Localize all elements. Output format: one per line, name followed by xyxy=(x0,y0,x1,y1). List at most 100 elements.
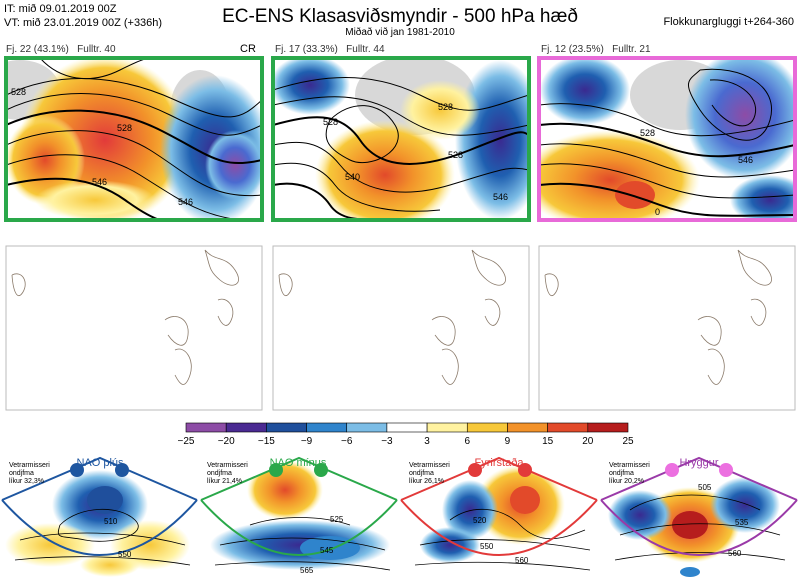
regime-3-title: Fyrirstaða xyxy=(475,457,525,469)
run-info: IT: mið 09.01.2019 00Z VT: mið 23.01.201… xyxy=(4,2,162,30)
regime-2-contour-label: 565 xyxy=(300,566,314,575)
regime-4-border xyxy=(600,456,798,556)
colorbar-tick-label: 15 xyxy=(542,436,554,447)
colorbar-tick-label: −25 xyxy=(178,436,195,447)
regime-1-border xyxy=(1,456,198,556)
cluster-1-contour-label: 528 xyxy=(11,87,26,97)
empty-map-1 xyxy=(5,245,263,411)
colorbar-tick-label: −3 xyxy=(381,436,393,447)
cluster-2-contour-label: 528 xyxy=(438,102,453,112)
colorbar-swatch xyxy=(266,422,307,433)
regime-4-map xyxy=(601,458,797,580)
regime-2-dot xyxy=(314,463,328,477)
colorbar-swatch xyxy=(185,422,227,433)
regime-3-contour-label: 520 xyxy=(473,516,487,525)
regime-3-dot xyxy=(468,463,482,477)
cluster-3-representative: Fulltr. 21 xyxy=(612,44,651,55)
page-subtitle: Miðað við jan 1981-2010 xyxy=(345,27,455,38)
regime-2-contour-label: 545 xyxy=(320,546,334,555)
regime-3-dot xyxy=(518,463,532,477)
colorbar-tick-label: −6 xyxy=(341,436,353,447)
cluster-3-contour-label: 546 xyxy=(738,155,753,165)
colorbar-swatch xyxy=(547,422,589,433)
colorbar-swatch xyxy=(466,422,508,433)
colorbar-swatch xyxy=(306,422,348,433)
colorbar-tick-label: 9 xyxy=(505,436,511,447)
regime-4-contours xyxy=(614,494,786,561)
empty-map-2 xyxy=(272,245,530,411)
regime-2-contours xyxy=(214,517,391,571)
regime-2-border xyxy=(200,456,398,556)
valid-time: VT: mið 23.01.2019 00Z (+336h) xyxy=(4,17,163,29)
regime-1-contour-label: 510 xyxy=(104,517,118,526)
regime-1-season: Vetrarmisseri xyxy=(9,462,50,469)
cluster-panel-2-border xyxy=(271,56,531,222)
regime-3-border xyxy=(400,456,598,556)
cluster-panel-1-border xyxy=(4,56,264,222)
regime-4-dot xyxy=(719,463,733,477)
regime-3-season: Vetrarmisseri xyxy=(409,462,450,469)
cluster-window: Flokkunargluggi t+264-360 xyxy=(663,16,794,28)
colorbar-swatch xyxy=(507,422,548,433)
regime-3-contours xyxy=(414,508,591,571)
regime-3-desc: ondjfma xyxy=(409,470,434,477)
colorbar-tick-label: 3 xyxy=(424,436,430,447)
regime-2-desc: ondjfma xyxy=(207,470,232,477)
cluster-panel-1: 528 528 546 546 xyxy=(6,58,262,220)
cluster-2-contour-label: 546 xyxy=(493,192,508,202)
cluster-2-count: Fj. 17 (33.3%) xyxy=(275,44,338,55)
regime-4-prob: líkur 20,2% xyxy=(609,478,644,485)
colorbar: −25 −20 −15 −9 −6 −3 3 6 9 15 20 25 xyxy=(178,422,634,447)
regime-4-contour-label: 560 xyxy=(728,549,742,558)
cluster-1-label: Fj. 22 (43.1%) Fulltr. 40 xyxy=(6,44,116,55)
regime-4-desc: ondjfma xyxy=(609,470,634,477)
regime-4-contour-label: 535 xyxy=(735,518,749,527)
cluster-panel-2: 528 528 540 528 546 xyxy=(273,58,529,220)
cluster-3-count: Fj. 12 (23.5%) xyxy=(541,44,604,55)
regime-1-dot xyxy=(115,463,129,477)
cluster-1-count: Fj. 22 (43.1%) xyxy=(6,44,69,55)
regime-1-contours xyxy=(14,508,191,566)
regime-1-contour-label: 550 xyxy=(118,550,132,559)
cluster-2-contour-label: 528 xyxy=(323,117,338,127)
cluster-2-contour-label: 540 xyxy=(345,172,360,182)
regime-4-title: Hryggur xyxy=(679,457,718,469)
colorbar-swatch xyxy=(587,422,629,433)
page-title: EC-ENS Klasasviðsmyndir - 500 hPa hæð xyxy=(222,6,578,27)
colorbar-tick-label: 6 xyxy=(464,436,470,447)
regime-2-prob: líkur 21,4% xyxy=(207,478,242,485)
colorbar-tick-label: −9 xyxy=(301,436,313,447)
cluster-3-label: Fj. 12 (23.5%) Fulltr. 21 xyxy=(541,44,651,55)
cluster-2-representative: Fulltr. 44 xyxy=(346,44,385,55)
colorbar-tick-label: 20 xyxy=(582,436,594,447)
regime-3-contour-label: 560 xyxy=(515,556,529,565)
regime-3-prob: líkur 26,1% xyxy=(409,478,444,485)
regime-3-contour-label: 550 xyxy=(480,542,494,551)
colorbar-swatch xyxy=(346,422,388,433)
regime-2-title: NAO mínus xyxy=(270,457,327,469)
cluster-1-tag: CR xyxy=(240,43,256,55)
colorbar-tick-label: −15 xyxy=(258,436,275,447)
cluster-3-contour-label: 528 xyxy=(640,128,655,138)
cluster-3-contour-label: 0 xyxy=(655,207,660,217)
regime-1-title: NAO plús xyxy=(76,457,124,469)
cluster-2-label: Fj. 17 (33.3%) Fulltr. 44 xyxy=(275,44,385,55)
colorbar-swatch xyxy=(426,422,468,433)
cluster-1-representative: Fulltr. 40 xyxy=(77,44,116,55)
cluster-panel-3-border xyxy=(537,56,797,222)
regime-4-season: Vetrarmisseri xyxy=(609,462,650,469)
empty-map-3 xyxy=(538,245,796,411)
regime-2-season: Vetrarmisseri xyxy=(207,462,248,469)
colorbar-swatch xyxy=(225,422,267,433)
cluster-1-contour-label: 546 xyxy=(178,197,193,207)
regime-1-desc: ondjfma xyxy=(9,470,34,477)
regime-4-dot xyxy=(665,463,679,477)
regime-1-prob: líkur 32,3% xyxy=(9,478,44,485)
colorbar-tick-label: 25 xyxy=(622,436,634,447)
regime-2-dot xyxy=(269,463,283,477)
cluster-1-contour-label: 528 xyxy=(117,123,132,133)
colorbar-tick-label: −20 xyxy=(218,436,235,447)
regime-1-dot xyxy=(70,463,84,477)
regime-labels: NAO plús Vetrarmisseri ondjfma líkur 32,… xyxy=(9,457,733,485)
